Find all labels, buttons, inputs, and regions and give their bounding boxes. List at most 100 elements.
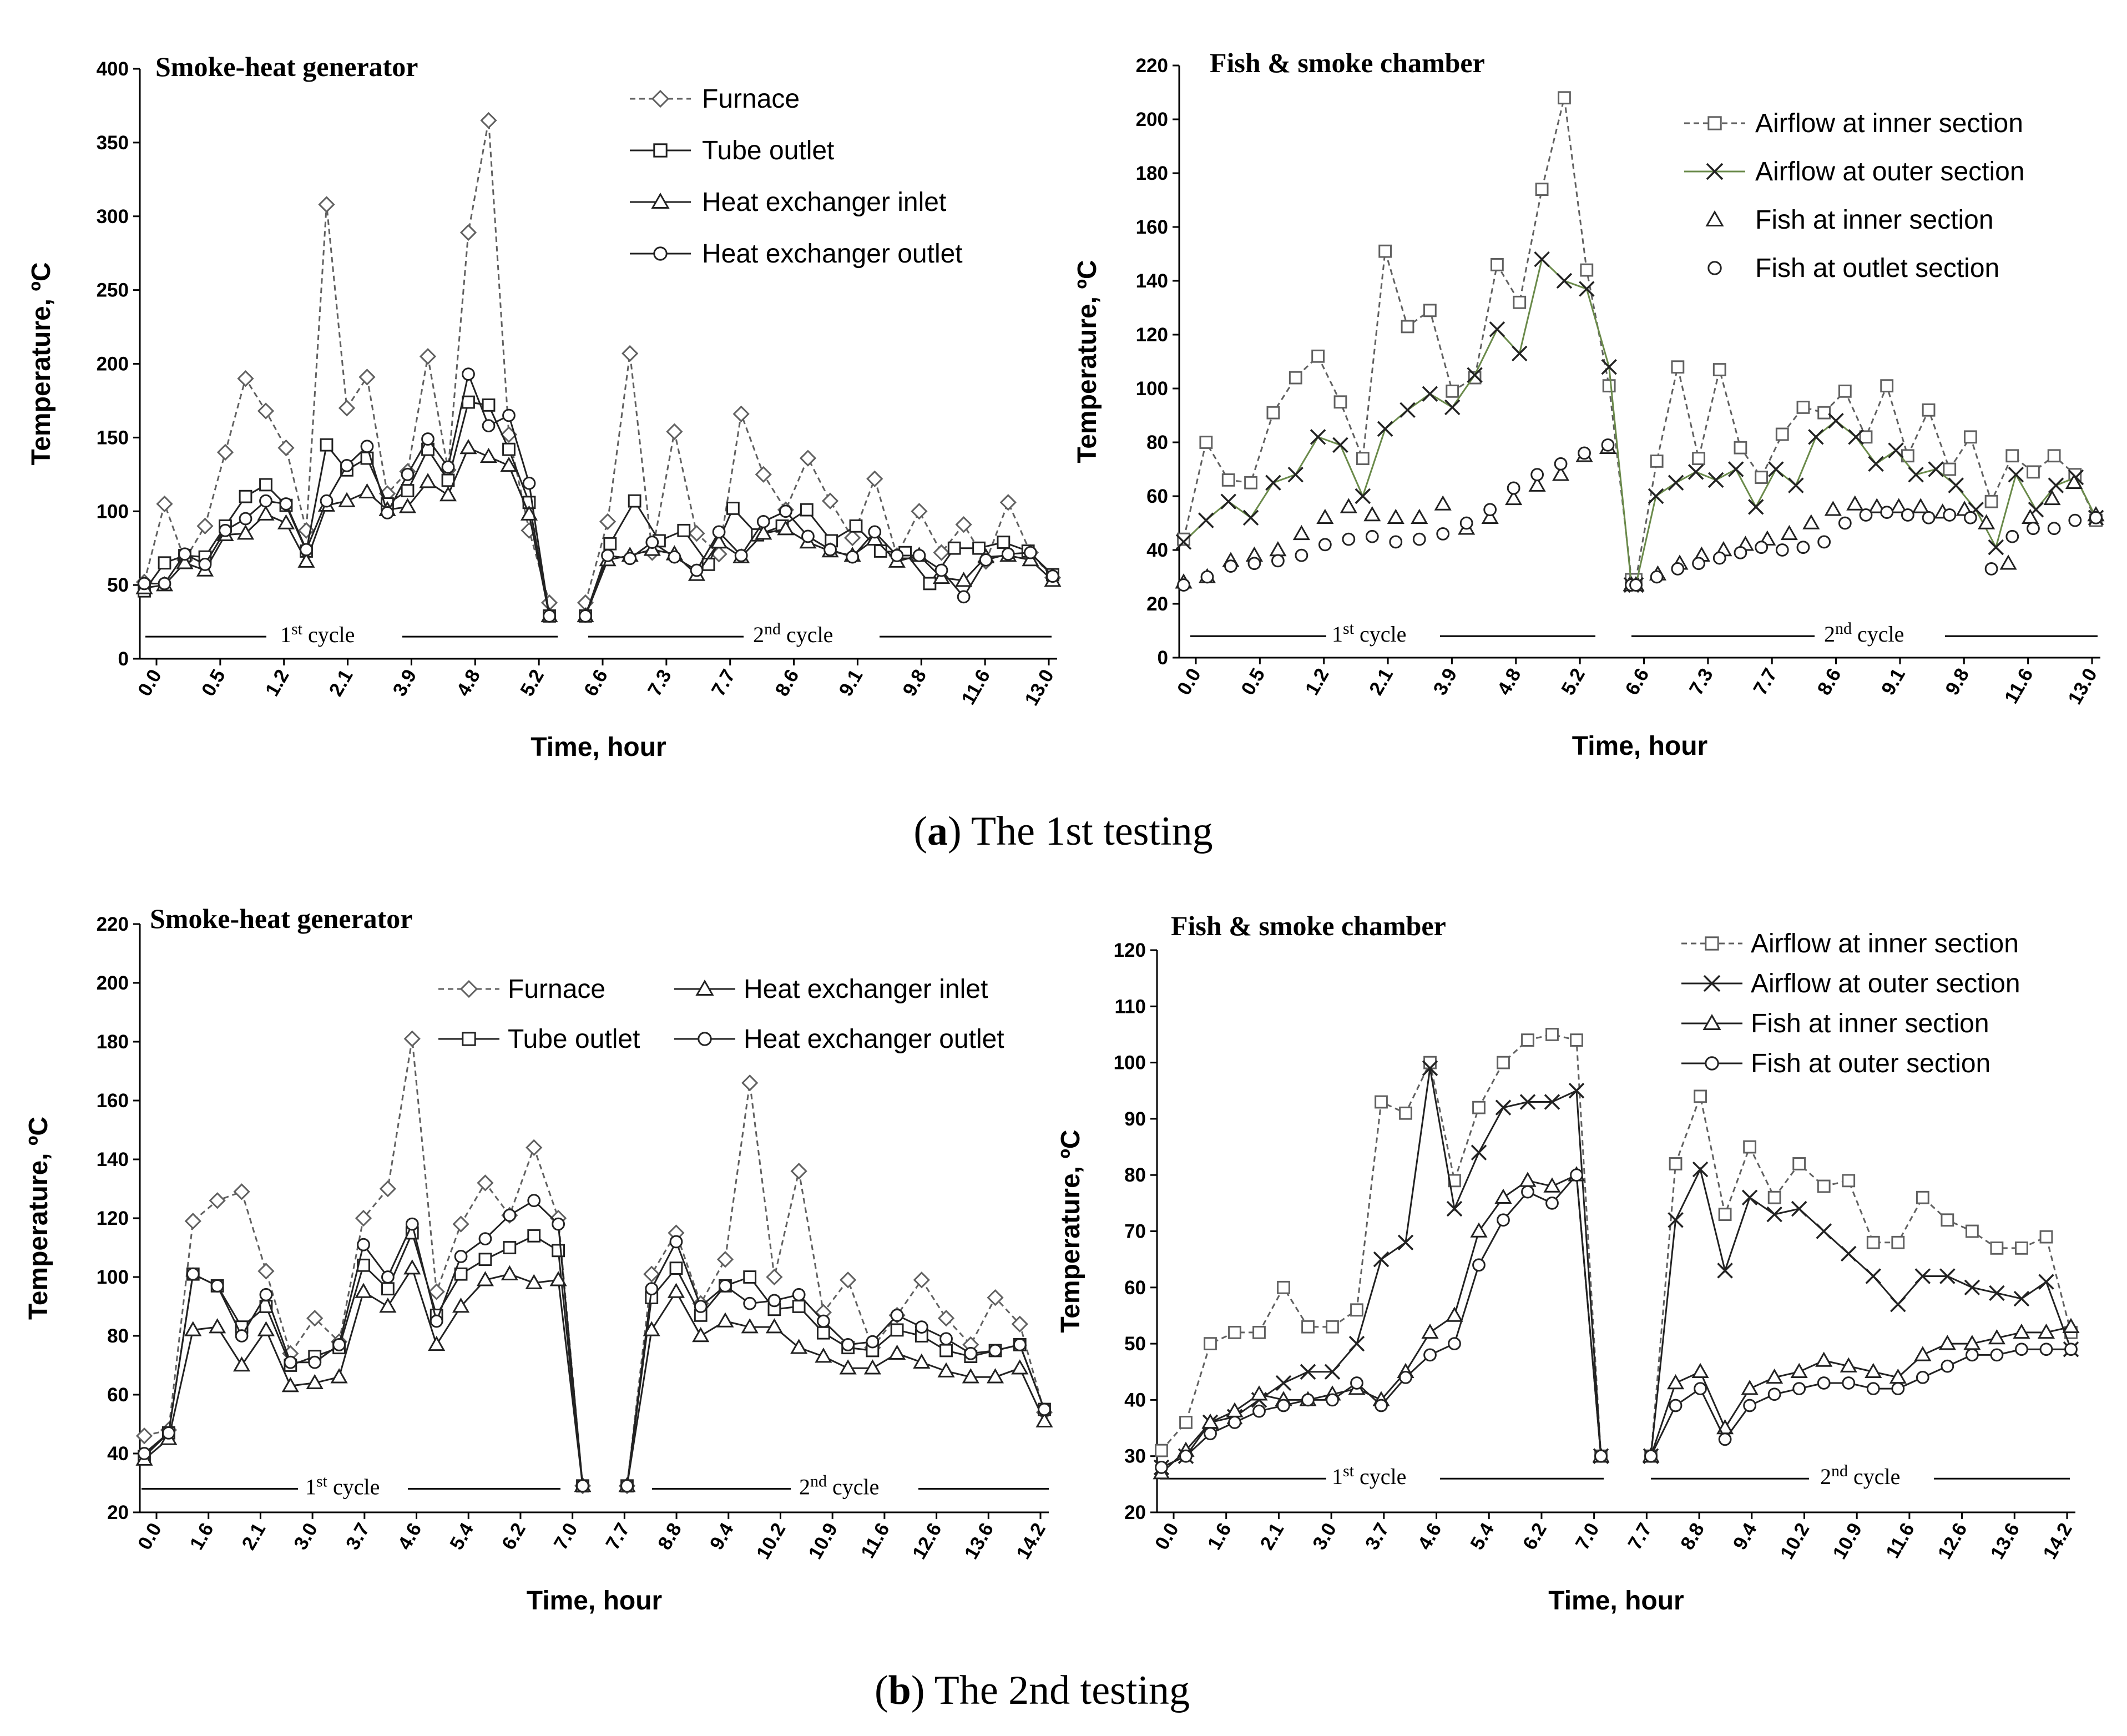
series-line (1183, 97, 1633, 580)
series-airflow-at-inner-section (1155, 1028, 2078, 1463)
data-point (1001, 547, 1015, 561)
data-point (527, 1229, 541, 1243)
y-tick-label: 60 (1124, 1277, 1146, 1299)
data-point (306, 1374, 324, 1390)
data-point (1601, 359, 1617, 375)
data-point (1311, 349, 1325, 363)
data-point (986, 1368, 1004, 1384)
data-point (161, 1426, 175, 1440)
data-point (502, 408, 516, 422)
data-point (527, 1194, 541, 1208)
data-point (1204, 1427, 1217, 1441)
data-point (839, 1271, 857, 1289)
data-point (1535, 183, 1549, 196)
data-point (890, 549, 904, 562)
data-point (2027, 465, 2040, 479)
legend-entry: Fish at inner section (1705, 205, 1994, 235)
data-point (1198, 512, 1214, 528)
data-point (643, 1265, 660, 1283)
data-point (1446, 1200, 1463, 1217)
data-point (816, 1314, 830, 1328)
data-point (1038, 1402, 1051, 1416)
data-point (158, 556, 171, 570)
x-axis-label: Time, hour (527, 1586, 662, 1616)
data-point (1669, 1157, 1683, 1170)
data-point (379, 1297, 397, 1313)
data-point (459, 224, 477, 241)
chart-panel-b-right: 20 30 40 50 60 70 80 90 100 110 120 0.0 1.6 2.1 3.0 3.7… (1056, 910, 2080, 1616)
data-point (863, 1359, 881, 1375)
y-tick-label: 200 (97, 972, 129, 994)
legend-entry: Furnace (630, 84, 800, 114)
data-point (1788, 477, 1804, 493)
x-axis-label: Time, hour (1572, 731, 1707, 761)
data-point (1521, 1185, 1534, 1199)
data-point (1964, 430, 1977, 444)
y-tick-label: 80 (1146, 432, 1168, 453)
x-tick-label: 3.7 (1361, 1520, 1393, 1554)
x-tick-label: 10.9 (804, 1520, 842, 1563)
data-point (1011, 1315, 1028, 1333)
data-point (1244, 476, 1257, 489)
data-point (1204, 1337, 1217, 1350)
data-point (957, 590, 971, 604)
data-point (1024, 546, 1037, 559)
data-point (1350, 1303, 1363, 1317)
data-point (2047, 522, 2061, 536)
data-point (259, 494, 272, 508)
data-point (846, 550, 860, 564)
legend-label: Airflow at outer section (1751, 969, 2020, 998)
data-point (1221, 473, 1235, 487)
data-point (358, 369, 376, 386)
x-tick-label: 0.5 (1237, 665, 1269, 699)
data-point (2039, 1230, 2053, 1244)
y-tick-label: 20 (1124, 1502, 1146, 1523)
data-point (1534, 251, 1550, 268)
legend-label: Fish at inner section (1755, 205, 1994, 235)
data-point (1964, 1279, 1981, 1296)
x-tick-label: 7.3 (1685, 665, 1717, 699)
y-tick-label: 40 (107, 1443, 129, 1465)
data-point (792, 1300, 806, 1313)
data-point (1397, 1234, 1414, 1250)
data-point (1519, 1172, 1537, 1187)
data-point (1271, 554, 1285, 568)
data-point (873, 544, 887, 558)
data-point (186, 1267, 200, 1281)
data-point (1544, 1094, 1560, 1110)
legend-marker (651, 192, 670, 209)
data-point (549, 1271, 567, 1286)
data-point (1775, 543, 1789, 557)
legend-marker (653, 143, 668, 158)
legend-entry: Airflow at inner section (1681, 929, 2019, 958)
legend-label: Airflow at outer section (1755, 157, 2025, 186)
data-point (1792, 1157, 1806, 1170)
data-point (318, 196, 335, 213)
series-fish-at-inner-section (1153, 1166, 2080, 1480)
data-point (454, 1250, 468, 1263)
data-point (1494, 1188, 1512, 1204)
y-tick-label: 200 (1136, 109, 1168, 130)
data-point (1177, 532, 1190, 546)
data-point (939, 1344, 953, 1357)
data-point (480, 112, 497, 129)
x-tick-label: 9.8 (1941, 665, 1973, 699)
data-point (599, 513, 617, 530)
legend-label: Fish at outlet section (1755, 254, 1999, 283)
y-tick-label: 180 (97, 1031, 129, 1053)
data-point (1448, 1337, 1461, 1351)
data-point (1446, 384, 1459, 398)
data-point (1011, 1359, 1029, 1375)
data-point (1767, 1387, 1781, 1401)
y-axis-label: Temperature, ºC (1073, 260, 1102, 463)
data-point (543, 609, 556, 623)
data-point (1908, 466, 1924, 483)
series-line (626, 1290, 1045, 1486)
data-point (501, 1265, 518, 1280)
data-point (257, 1321, 275, 1336)
x-tick-label: 2.1 (325, 666, 357, 700)
data-point (767, 1294, 781, 1308)
data-point (257, 402, 275, 420)
y-tick-label: 110 (1115, 996, 1146, 1017)
data-point (1399, 1370, 1412, 1384)
